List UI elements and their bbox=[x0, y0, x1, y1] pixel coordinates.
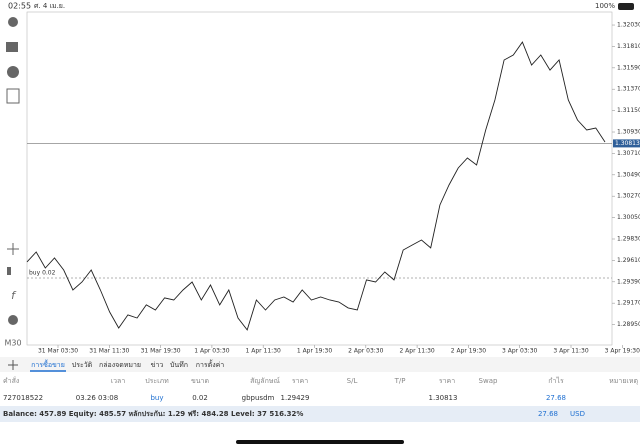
footer-bar bbox=[0, 406, 640, 422]
table-cell: 27.68 bbox=[546, 394, 566, 402]
x-tick-label: 3 Apr 19:30 bbox=[605, 348, 640, 355]
column-header: T/P bbox=[394, 377, 406, 385]
column-header: ราคา bbox=[439, 377, 455, 385]
toolbar: f bbox=[6, 17, 20, 325]
x-tick-label: 31 Mar 03:30 bbox=[38, 348, 78, 355]
y-tick-label: 1.29830 bbox=[617, 235, 640, 242]
x-tick-label: 1 Apr 11:30 bbox=[246, 348, 281, 355]
x-tick-label: 1 Apr 19:30 bbox=[297, 348, 332, 355]
y-tick-label: 1.29170 bbox=[617, 300, 640, 307]
tab[interactable]: กล่องจดหมาย bbox=[99, 361, 141, 369]
table-cell: 0.02 bbox=[192, 394, 208, 402]
x-tick-label: 3 Apr 11:30 bbox=[553, 348, 588, 355]
column-header: ราคา bbox=[292, 377, 308, 385]
column-header: S/L bbox=[347, 377, 358, 385]
status-battery: 100% bbox=[595, 2, 615, 10]
y-tick-label: 1.30270 bbox=[617, 193, 640, 200]
battery-icon bbox=[618, 3, 634, 10]
positions-table: คำสั่ง เวลา ประเภท ขนาด สัญลักษณ์ ราคา S/L T/P ร… bbox=[3, 376, 638, 402]
y-tick-label: 1.31590 bbox=[617, 64, 640, 71]
add-icon[interactable] bbox=[8, 360, 18, 370]
x-tick-label: 3 Apr 03:30 bbox=[502, 348, 537, 355]
x-tick-label: 31 Mar 11:30 bbox=[89, 348, 129, 355]
new-order-icon[interactable] bbox=[6, 88, 20, 104]
y-tick-label: 1.31370 bbox=[617, 86, 640, 93]
indicator-icon[interactable] bbox=[7, 267, 11, 275]
column-header: สัญลักษณ์ bbox=[250, 377, 280, 385]
current-price-box bbox=[613, 139, 640, 148]
y-tick-label: 1.32030 bbox=[617, 22, 640, 29]
footer-summary: Balance: 457.89 Equity: 485.57 หลักประกั… bbox=[3, 410, 303, 418]
tab[interactable]: การซื้อขาย bbox=[31, 358, 65, 369]
y-tick-label: 1.30490 bbox=[617, 171, 640, 178]
column-header: Swap bbox=[479, 377, 498, 385]
y-tick-label: 1.30050 bbox=[617, 214, 640, 221]
column-header: คำสั่ง bbox=[3, 376, 19, 385]
account-icon[interactable] bbox=[8, 17, 18, 27]
y-tick-label: 1.30930 bbox=[617, 129, 640, 136]
chart-frame bbox=[26, 11, 613, 346]
y-tick-label: 1.29610 bbox=[617, 257, 640, 264]
column-header: เวลา bbox=[111, 377, 126, 385]
y-tick-label: 1.29390 bbox=[617, 278, 640, 285]
tab[interactable]: บันทึก bbox=[170, 360, 188, 369]
column-header: หมายเหตุ bbox=[609, 377, 638, 385]
table-cell: gbpusdm bbox=[242, 394, 275, 402]
table-cell: 1.29429 bbox=[281, 394, 310, 402]
buy-line-label: buy 0.02 bbox=[29, 269, 56, 276]
x-tick-label: 2 Apr 03:30 bbox=[348, 348, 383, 355]
table-cell: 03.26 03:08 bbox=[76, 394, 118, 402]
y-tick-label: 1.30710 bbox=[617, 150, 640, 157]
chart: 1.32030 1.31810 1.31590 1.31370 1.31150 1.309… bbox=[26, 22, 640, 355]
tabs: การซื้อขาย ประวัติ กล่องจดหมาย ข่าว บันทึก กา… bbox=[30, 358, 225, 372]
tab-bar bbox=[0, 357, 640, 372]
x-tick-label: 2 Apr 19:30 bbox=[451, 348, 486, 355]
tab[interactable]: การตั้งค่า bbox=[196, 358, 225, 369]
status-date: ศ. 4 เม.ย. bbox=[34, 2, 65, 10]
column-header: กำไร bbox=[548, 376, 564, 385]
home-indicator bbox=[236, 440, 404, 444]
x-tick-label: 1 Apr 03:30 bbox=[194, 348, 229, 355]
x-tick-label: 31 Mar 19:30 bbox=[141, 348, 181, 355]
crosshair-icon[interactable] bbox=[7, 243, 19, 255]
x-tick-label: 2 Apr 11:30 bbox=[399, 348, 434, 355]
footer-profit: 27.68 bbox=[538, 410, 558, 418]
table-cell: 727018522 bbox=[3, 394, 43, 402]
timeframe[interactable]: M30 bbox=[4, 339, 21, 348]
current-price-label: 1.30813 bbox=[615, 140, 640, 147]
table-cell: buy bbox=[150, 394, 163, 402]
footer-currency: USD bbox=[570, 410, 585, 418]
trade-icon[interactable] bbox=[6, 42, 18, 52]
y-tick-label: 1.31150 bbox=[617, 107, 640, 114]
column-header: ประเภท bbox=[145, 377, 169, 385]
function-icon[interactable]: f bbox=[11, 289, 17, 302]
y-tick-label: 1.28950 bbox=[617, 321, 640, 328]
column-header: ขนาด bbox=[191, 377, 209, 385]
chat-icon[interactable] bbox=[7, 66, 19, 78]
objects-icon[interactable] bbox=[8, 315, 18, 325]
y-tick-label: 1.31810 bbox=[617, 43, 640, 50]
price-line bbox=[26, 41, 606, 331]
tab[interactable]: ประวัติ bbox=[72, 361, 93, 369]
tab[interactable]: ข่าว bbox=[151, 361, 164, 369]
status-time: 02:55 bbox=[8, 2, 31, 11]
table-cell: 1.30813 bbox=[429, 394, 458, 402]
